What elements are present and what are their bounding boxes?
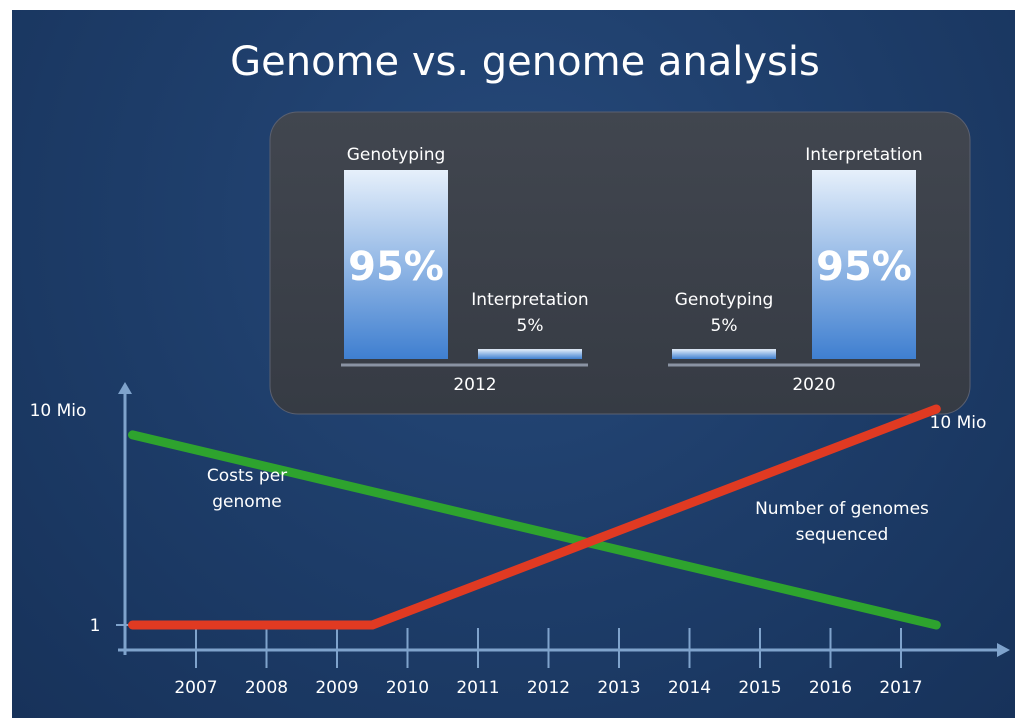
x-tick-label: 2016 <box>809 678 852 698</box>
x-tick-label: 2007 <box>174 678 217 698</box>
bar-category-label: Genotyping <box>347 145 446 165</box>
x-tick-label: 2010 <box>386 678 429 698</box>
x-tick-label: 2008 <box>245 678 288 698</box>
bar <box>672 349 776 359</box>
bar <box>344 170 448 359</box>
bar-category-label: Genotyping <box>675 290 774 310</box>
costs-series-label: genome <box>212 492 281 512</box>
x-tick-label: 2009 <box>315 678 358 698</box>
x-axis-arrow <box>997 643 1010 657</box>
y-tick-label: 1 <box>90 616 101 636</box>
bar-category-label: Interpretation <box>805 145 922 165</box>
series-end-label: 10 Mio <box>930 413 987 433</box>
x-tick-label: 2014 <box>668 678 711 698</box>
bar-group-year-label: 2012 <box>453 375 496 395</box>
x-tick-label: 2011 <box>456 678 499 698</box>
bar <box>812 170 916 359</box>
y-axis-arrow <box>118 382 132 394</box>
genomes-series-label: Number of genomes <box>755 499 929 519</box>
bar-category-label: Interpretation <box>471 290 588 310</box>
bar-value-label: 95% <box>816 244 912 290</box>
bar-value-label: 95% <box>348 244 444 290</box>
x-tick-label: 2015 <box>738 678 781 698</box>
bar <box>478 349 582 359</box>
bar-group-year-label: 2020 <box>792 375 835 395</box>
x-tick-label: 2012 <box>527 678 570 698</box>
bar-value-label: 5% <box>711 316 738 336</box>
axes: 2007 2008 2009 2010 2011 2012 2013 2014 2015 2016… <box>30 382 1010 698</box>
bar-chart-panel: 2012 Genotyping 95% Interpretation 5% 2020 Gen… <box>269 111 971 415</box>
y-tick-label: 10 Mio <box>30 401 87 421</box>
series-line <box>128 404 941 630</box>
x-tick-label: 2013 <box>597 678 640 698</box>
slide-title: Genome vs. genome analysis <box>230 39 820 85</box>
x-tick-label: 2017 <box>879 678 922 698</box>
line-chart: 10 Mio Costs per genome Number of genomes se… <box>128 404 987 630</box>
bar-value-label: 5% <box>517 316 544 336</box>
genomes-series-label: sequenced <box>796 525 889 545</box>
costs-series-label: Costs per <box>207 466 287 486</box>
series-line <box>128 430 941 630</box>
